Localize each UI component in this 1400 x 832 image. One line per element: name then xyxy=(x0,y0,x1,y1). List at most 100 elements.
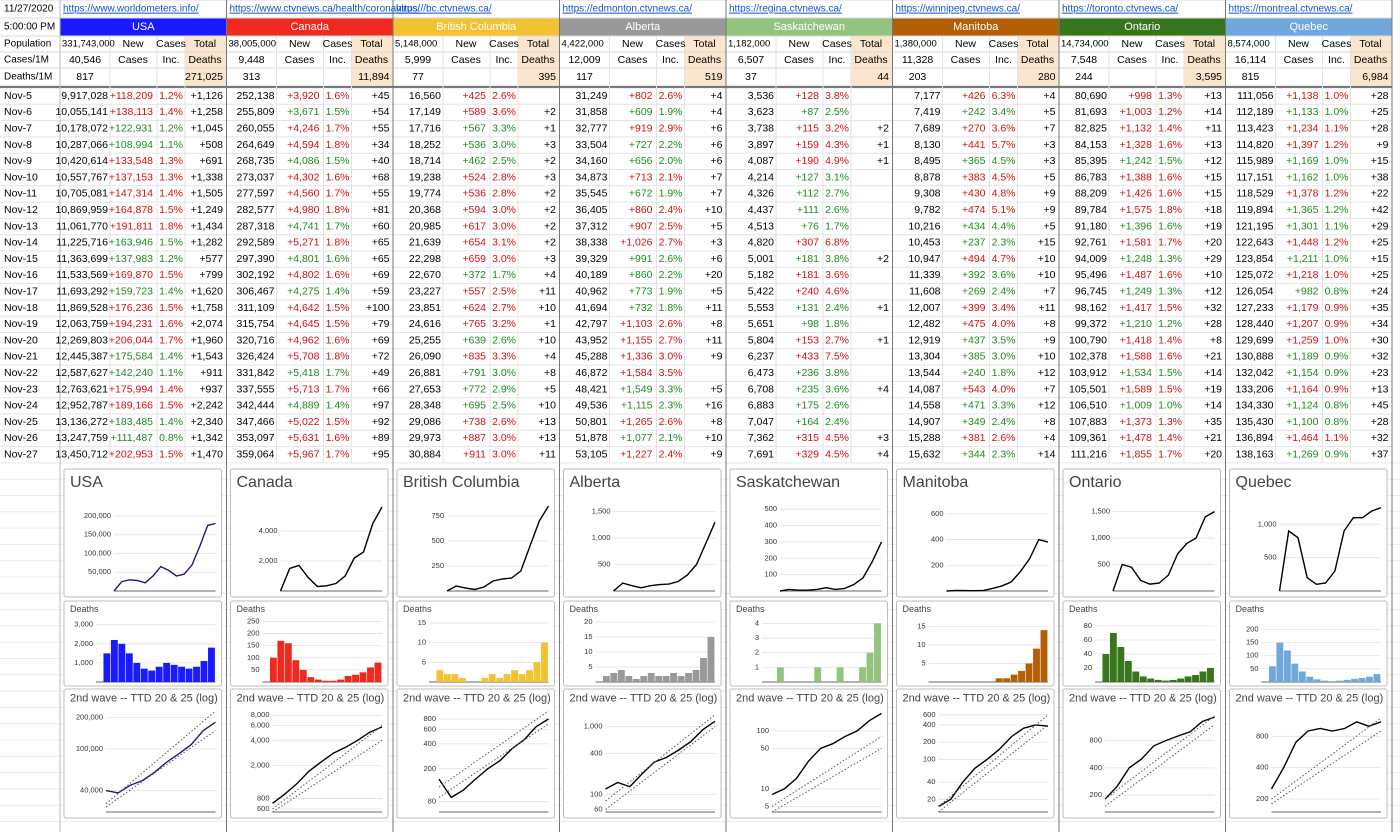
column-label: Cases xyxy=(1322,38,1352,50)
new-deaths: +32 xyxy=(1371,432,1389,444)
new-deaths: +45 xyxy=(372,90,390,102)
cases: 106,510 xyxy=(1069,400,1107,412)
new-deaths: +8 xyxy=(1044,416,1056,428)
cases: 112,189 xyxy=(1236,106,1273,118)
chart-title: 2nd wave -- TTD 20 & 25 (log) xyxy=(570,692,718,704)
new-deaths: +81 xyxy=(372,204,390,216)
increase: 1.4% xyxy=(1158,334,1182,346)
region-link[interactable]: https://www.ctvnews.ca/health/coronaviru… xyxy=(230,4,421,15)
bar xyxy=(1109,633,1117,682)
row-label: Deaths/1M xyxy=(4,72,52,83)
cases: 13,304 xyxy=(908,351,940,363)
y-tick-label: 1,000 xyxy=(592,533,611,542)
new-deaths: +21 xyxy=(1204,351,1222,363)
increase: 2.0% xyxy=(659,155,683,167)
row-date: Nov-10 xyxy=(4,171,38,183)
new-cases: +1,534 xyxy=(1120,367,1153,379)
new-deaths: +2 xyxy=(544,155,556,167)
new-deaths: +6 xyxy=(711,155,723,167)
cases: 30,884 xyxy=(409,449,441,461)
increase: 1.5% xyxy=(159,449,183,461)
cases: 302,192 xyxy=(237,269,275,281)
increase: 1.8% xyxy=(326,351,350,363)
cases: 11,339 xyxy=(909,269,940,281)
new-deaths: +8 xyxy=(711,416,723,428)
increase: 1.4% xyxy=(1158,123,1182,135)
increase: 1.6% xyxy=(1158,188,1182,200)
increase: 3.0% xyxy=(492,432,516,444)
increase: 3.2% xyxy=(825,123,849,135)
bar xyxy=(1351,678,1358,682)
y-tick-label: 600 xyxy=(923,710,936,719)
new-deaths: +13 xyxy=(1204,139,1222,151)
population: 14,734,000 xyxy=(1061,39,1109,50)
region-link[interactable]: https://bc.ctvnews.ca/ xyxy=(396,4,492,15)
region-link[interactable]: https://winnipeg.ctvnews.ca/ xyxy=(896,4,1021,15)
new-deaths: +7 xyxy=(711,188,723,200)
series-line xyxy=(438,710,549,788)
cases: 326,424 xyxy=(237,351,275,363)
total-deaths: 6,984 xyxy=(1362,71,1388,83)
cases: 98,162 xyxy=(1075,302,1107,314)
region-link[interactable]: https://toronto.ctvnews.ca/ xyxy=(1062,4,1178,15)
new-deaths: +1 xyxy=(544,318,556,330)
new-cases: +137,153 xyxy=(109,171,153,183)
cases: 17,149 xyxy=(409,106,441,118)
new-deaths: +30 xyxy=(1371,334,1389,346)
row-date: Nov-15 xyxy=(4,253,38,265)
new-deaths: +4 xyxy=(1044,432,1056,444)
bar xyxy=(140,668,148,682)
region-link[interactable]: https://edmonton.ctvnews.ca/ xyxy=(563,4,693,15)
increase: 4.0% xyxy=(992,318,1016,330)
new-deaths: +1,338 xyxy=(191,171,224,183)
chart-title: Deaths xyxy=(736,604,765,614)
column-label: Cases xyxy=(656,38,686,50)
new-deaths: +14 xyxy=(1204,367,1222,379)
column-label: Total xyxy=(360,38,382,50)
region-link[interactable]: https://regina.ctvnews.ca/ xyxy=(729,4,842,15)
region-name: Quebec xyxy=(1289,21,1328,33)
y-tick-label: 100,000 xyxy=(76,744,103,753)
increase: 1.5% xyxy=(159,400,183,412)
increase: 1.8% xyxy=(1158,204,1182,216)
y-tick-label: 15 xyxy=(584,632,592,641)
region-link[interactable]: https://montreal.ctvnews.ca/ xyxy=(1229,4,1353,15)
cases: 23,227 xyxy=(409,286,441,298)
new-deaths: +12 xyxy=(1204,155,1222,167)
column-label: Cases xyxy=(1155,38,1185,50)
new-deaths: +2 xyxy=(544,237,556,249)
cases: 4,326 xyxy=(748,188,774,200)
new-cases: +5,631 xyxy=(287,432,320,444)
increase: 3.6% xyxy=(825,383,849,395)
column-label: New xyxy=(1121,38,1142,50)
new-cases: +122,931 xyxy=(109,123,153,135)
increase: 5.7% xyxy=(992,139,1016,151)
bar xyxy=(269,657,277,682)
increase: 3.3% xyxy=(659,383,683,395)
new-deaths: +9 xyxy=(711,351,723,363)
bar xyxy=(118,643,126,682)
new-deaths: +3 xyxy=(877,432,889,444)
cases: 53,105 xyxy=(575,449,607,461)
y-tick-label: 200 xyxy=(923,737,936,746)
new-deaths: +577 xyxy=(199,253,223,265)
increase: 1.6% xyxy=(1158,139,1182,151)
y-tick-label: 800 xyxy=(423,714,436,723)
bar xyxy=(443,674,451,682)
cases: 117,151 xyxy=(1236,171,1273,183)
new-deaths: +55 xyxy=(372,188,390,200)
new-cases: +181 xyxy=(795,269,819,281)
y-tick-label: 40 xyxy=(927,777,935,786)
region-header-bg xyxy=(559,18,726,36)
y-tick-label: 10 xyxy=(761,784,769,793)
new-cases: +887 xyxy=(462,432,486,444)
bar xyxy=(617,670,625,682)
increase: 3.1% xyxy=(825,171,849,183)
new-cases: +1,373 xyxy=(1120,416,1153,428)
column-label: Cases xyxy=(118,54,148,66)
new-deaths: +20 xyxy=(705,269,723,281)
new-cases: +475 xyxy=(962,318,986,330)
cases: 129,699 xyxy=(1236,334,1274,346)
region-link[interactable]: https://www.worldometers.info/ xyxy=(63,4,199,15)
y-tick-label: 4 xyxy=(755,618,759,627)
